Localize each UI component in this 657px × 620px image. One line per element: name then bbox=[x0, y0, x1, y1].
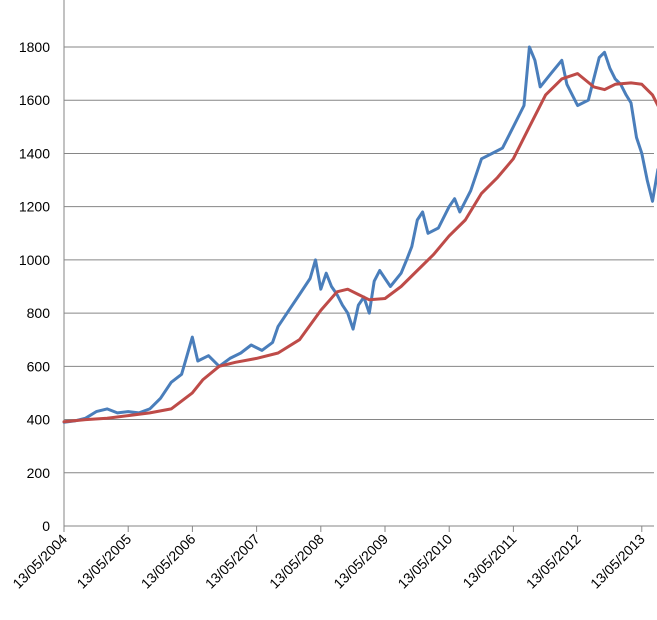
x-tick-label: 13/05/2004 bbox=[9, 531, 70, 592]
y-tick-label: 200 bbox=[27, 465, 51, 481]
x-tick-label: 13/05/2005 bbox=[73, 531, 134, 592]
y-tick-label: 0 bbox=[42, 518, 50, 534]
y-axis-tick-labels: 0 200 400 600 800 1000 1200 1400 1600 1800 bbox=[19, 39, 50, 534]
x-tick-label: 13/05/2006 bbox=[138, 531, 199, 592]
x-tick-label: 13/05/2009 bbox=[330, 531, 391, 592]
axes bbox=[63, 0, 654, 532]
y-tick-label: 1400 bbox=[19, 145, 50, 161]
y-tick-label: 1600 bbox=[19, 92, 50, 108]
y-tick-label: 1800 bbox=[19, 39, 50, 55]
series-lines bbox=[62, 45, 657, 424]
y-tick-label: 600 bbox=[27, 358, 51, 374]
x-tick-label: 13/05/2007 bbox=[202, 531, 263, 592]
x-tick-label: 13/05/2011 bbox=[459, 531, 519, 591]
y-tick-label: 1000 bbox=[19, 252, 50, 268]
y-tick-label: 400 bbox=[27, 412, 51, 428]
x-tick-label: 13/05/2010 bbox=[394, 531, 455, 592]
x-axis-tick-labels: 13/05/2004 13/05/2005 13/05/2006 13/05/2007… bbox=[9, 531, 648, 592]
series-line-1 bbox=[62, 45, 657, 424]
x-tick-label: 13/05/2012 bbox=[523, 531, 584, 592]
x-tick-label: 13/05/2013 bbox=[587, 531, 648, 592]
gridlines bbox=[64, 46, 654, 474]
y-tick-label: 800 bbox=[27, 305, 51, 321]
series-line-2 bbox=[62, 72, 657, 424]
y-tick-label: 1200 bbox=[19, 199, 50, 215]
x-tick-label: 13/05/2008 bbox=[266, 531, 327, 592]
